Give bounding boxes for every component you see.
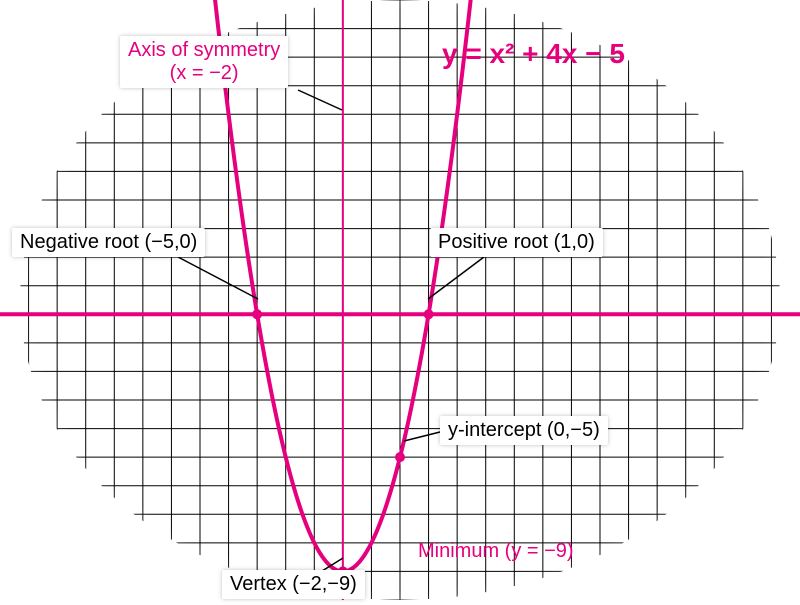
positive-root-label: Positive root (1,0) [430,228,603,257]
axis-of-symmetry-label: Axis of symmetry (x = −2) [120,36,288,88]
axis-of-symmetry-title: Axis of symmetry [128,39,280,61]
y-intercept-label: y-intercept (0,−5) [440,416,608,445]
equation-label: y = x² + 4x − 5 [442,38,625,70]
axis-of-symmetry-sub: (x = −2) [170,62,239,84]
graph-area: y = x² + 4x − 5 Axis of symmetry (x = −2… [0,0,800,600]
minimum-label: Minimum (y = −9) [418,540,574,563]
graph-svg [0,0,800,600]
negative-root-label: Negative root (−5,0) [12,228,205,257]
vertex-label: Vertex (−2,−9) [222,570,365,599]
